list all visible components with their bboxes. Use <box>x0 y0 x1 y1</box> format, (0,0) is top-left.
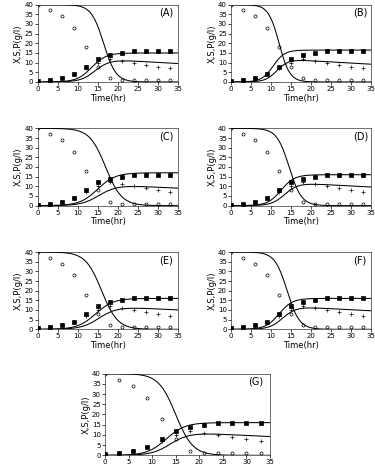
Y-axis label: X,S,P(g/l): X,S,P(g/l) <box>14 271 23 310</box>
Text: (E): (E) <box>159 255 173 265</box>
X-axis label: Time(hr): Time(hr) <box>283 93 319 103</box>
Y-axis label: X,S,P(g/l): X,S,P(g/l) <box>207 24 216 63</box>
Y-axis label: X,S,P(g/l): X,S,P(g/l) <box>81 395 90 434</box>
X-axis label: Time(hr): Time(hr) <box>283 341 319 350</box>
Y-axis label: X,S,P(g/l): X,S,P(g/l) <box>207 271 216 310</box>
Text: (D): (D) <box>353 131 368 142</box>
Y-axis label: X,S,P(g/l): X,S,P(g/l) <box>14 148 23 186</box>
X-axis label: Time(hr): Time(hr) <box>90 341 126 350</box>
X-axis label: Time(hr): Time(hr) <box>283 217 319 226</box>
X-axis label: Time(hr): Time(hr) <box>90 93 126 103</box>
Text: (F): (F) <box>353 255 366 265</box>
Text: (B): (B) <box>353 8 368 18</box>
Text: (C): (C) <box>159 131 174 142</box>
Y-axis label: X,S,P(g/l): X,S,P(g/l) <box>14 24 23 63</box>
Text: (G): (G) <box>249 377 264 387</box>
Y-axis label: X,S,P(g/l): X,S,P(g/l) <box>207 148 216 186</box>
Text: (A): (A) <box>159 8 174 18</box>
X-axis label: Time(hr): Time(hr) <box>90 217 126 226</box>
